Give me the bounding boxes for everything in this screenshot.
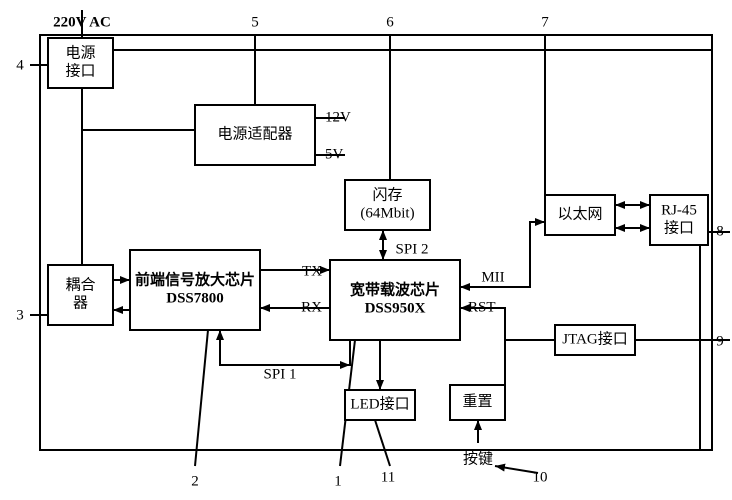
edge-25 [460,308,505,390]
label-c4: 4 [16,57,24,73]
node-amp-label-0: 前端信号放大芯片 [135,270,255,288]
label-c2: 2 [191,473,199,489]
label-c8: 8 [716,223,724,239]
node-power_port-label-0: 电源 [65,44,95,61]
label-ac: 220V AC [53,14,111,30]
node-adapter-label-0: 电源适配器 [217,125,292,142]
label-rx: RX [301,299,322,315]
label-c9: 9 [716,333,724,349]
label-c6: 6 [386,14,394,30]
label-v5: 5V [325,146,344,162]
label-mii: MII [481,269,504,285]
node-flash-label-1: (64Mbit) [360,205,414,221]
label-btn: 按键 [463,450,493,467]
edge-32 [375,420,390,466]
label-tx: TX [302,263,322,279]
node-power_port-label-1: 接口 [65,62,95,79]
nodes: 电源接口电源适配器闪存(64Mbit)以太网RJ-45接口耦合器前端信号放大芯片… [48,38,708,420]
label-v12: 12V [325,109,351,125]
block-diagram: 电源接口电源适配器闪存(64Mbit)以太网RJ-45接口耦合器前端信号放大芯片… [0,0,732,500]
label-c11: 11 [381,469,395,485]
node-flash-label-0: 闪存 [372,186,402,203]
node-coupler-label-0: 耦合 [65,276,95,293]
node-bb-label-1: DSS950X [365,300,426,316]
node-reset-label-0: 重置 [462,393,492,410]
node-rj45-label-0: RJ-45 [661,202,697,218]
edge-35 [195,330,208,466]
label-c5: 5 [251,14,259,30]
edge-3 [82,88,195,130]
node-ethernet-label-0: 以太网 [557,205,602,222]
node-led-label-0: LED接口 [350,395,409,412]
node-bb-label-0: 宽带载波芯片 [349,280,440,298]
node-coupler-label-1: 器 [73,295,88,311]
label-c10: 10 [533,469,548,485]
label-spi2: SPI 2 [396,241,429,257]
node-rj45-label-1: 接口 [664,219,694,236]
label-spi1: SPI 1 [264,366,297,382]
label-rst: RST [468,299,496,315]
label-c1: 1 [334,473,342,489]
outer-frame [40,35,712,450]
label-c3: 3 [16,307,24,323]
node-jtag-label-0: JTAG接口 [562,330,627,347]
label-c7: 7 [541,14,549,30]
node-amp-label-1: DSS7800 [166,290,224,306]
